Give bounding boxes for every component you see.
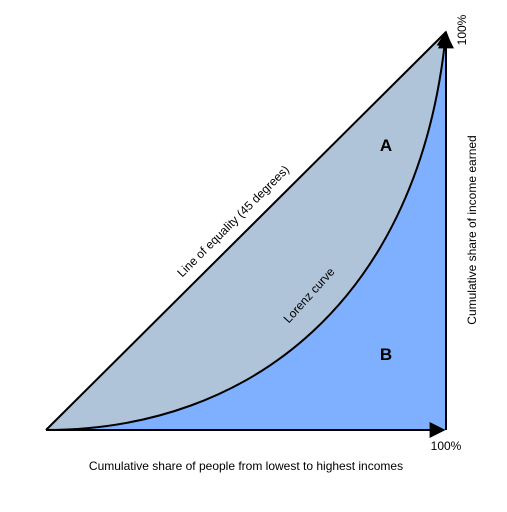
y-end-label: 100% <box>455 14 469 45</box>
area-a-label: A <box>380 136 392 155</box>
lorenz-curve <box>45 30 453 431</box>
y-axis-label: Cumulative share of income earned <box>465 135 479 324</box>
area-b-label: B <box>380 345 392 364</box>
area-b-fill <box>46 32 446 430</box>
equality-line <box>45 31 447 431</box>
x-axis-label: Cumulative share of people from lowest t… <box>89 459 403 473</box>
x-end-label: 100% <box>431 439 462 453</box>
